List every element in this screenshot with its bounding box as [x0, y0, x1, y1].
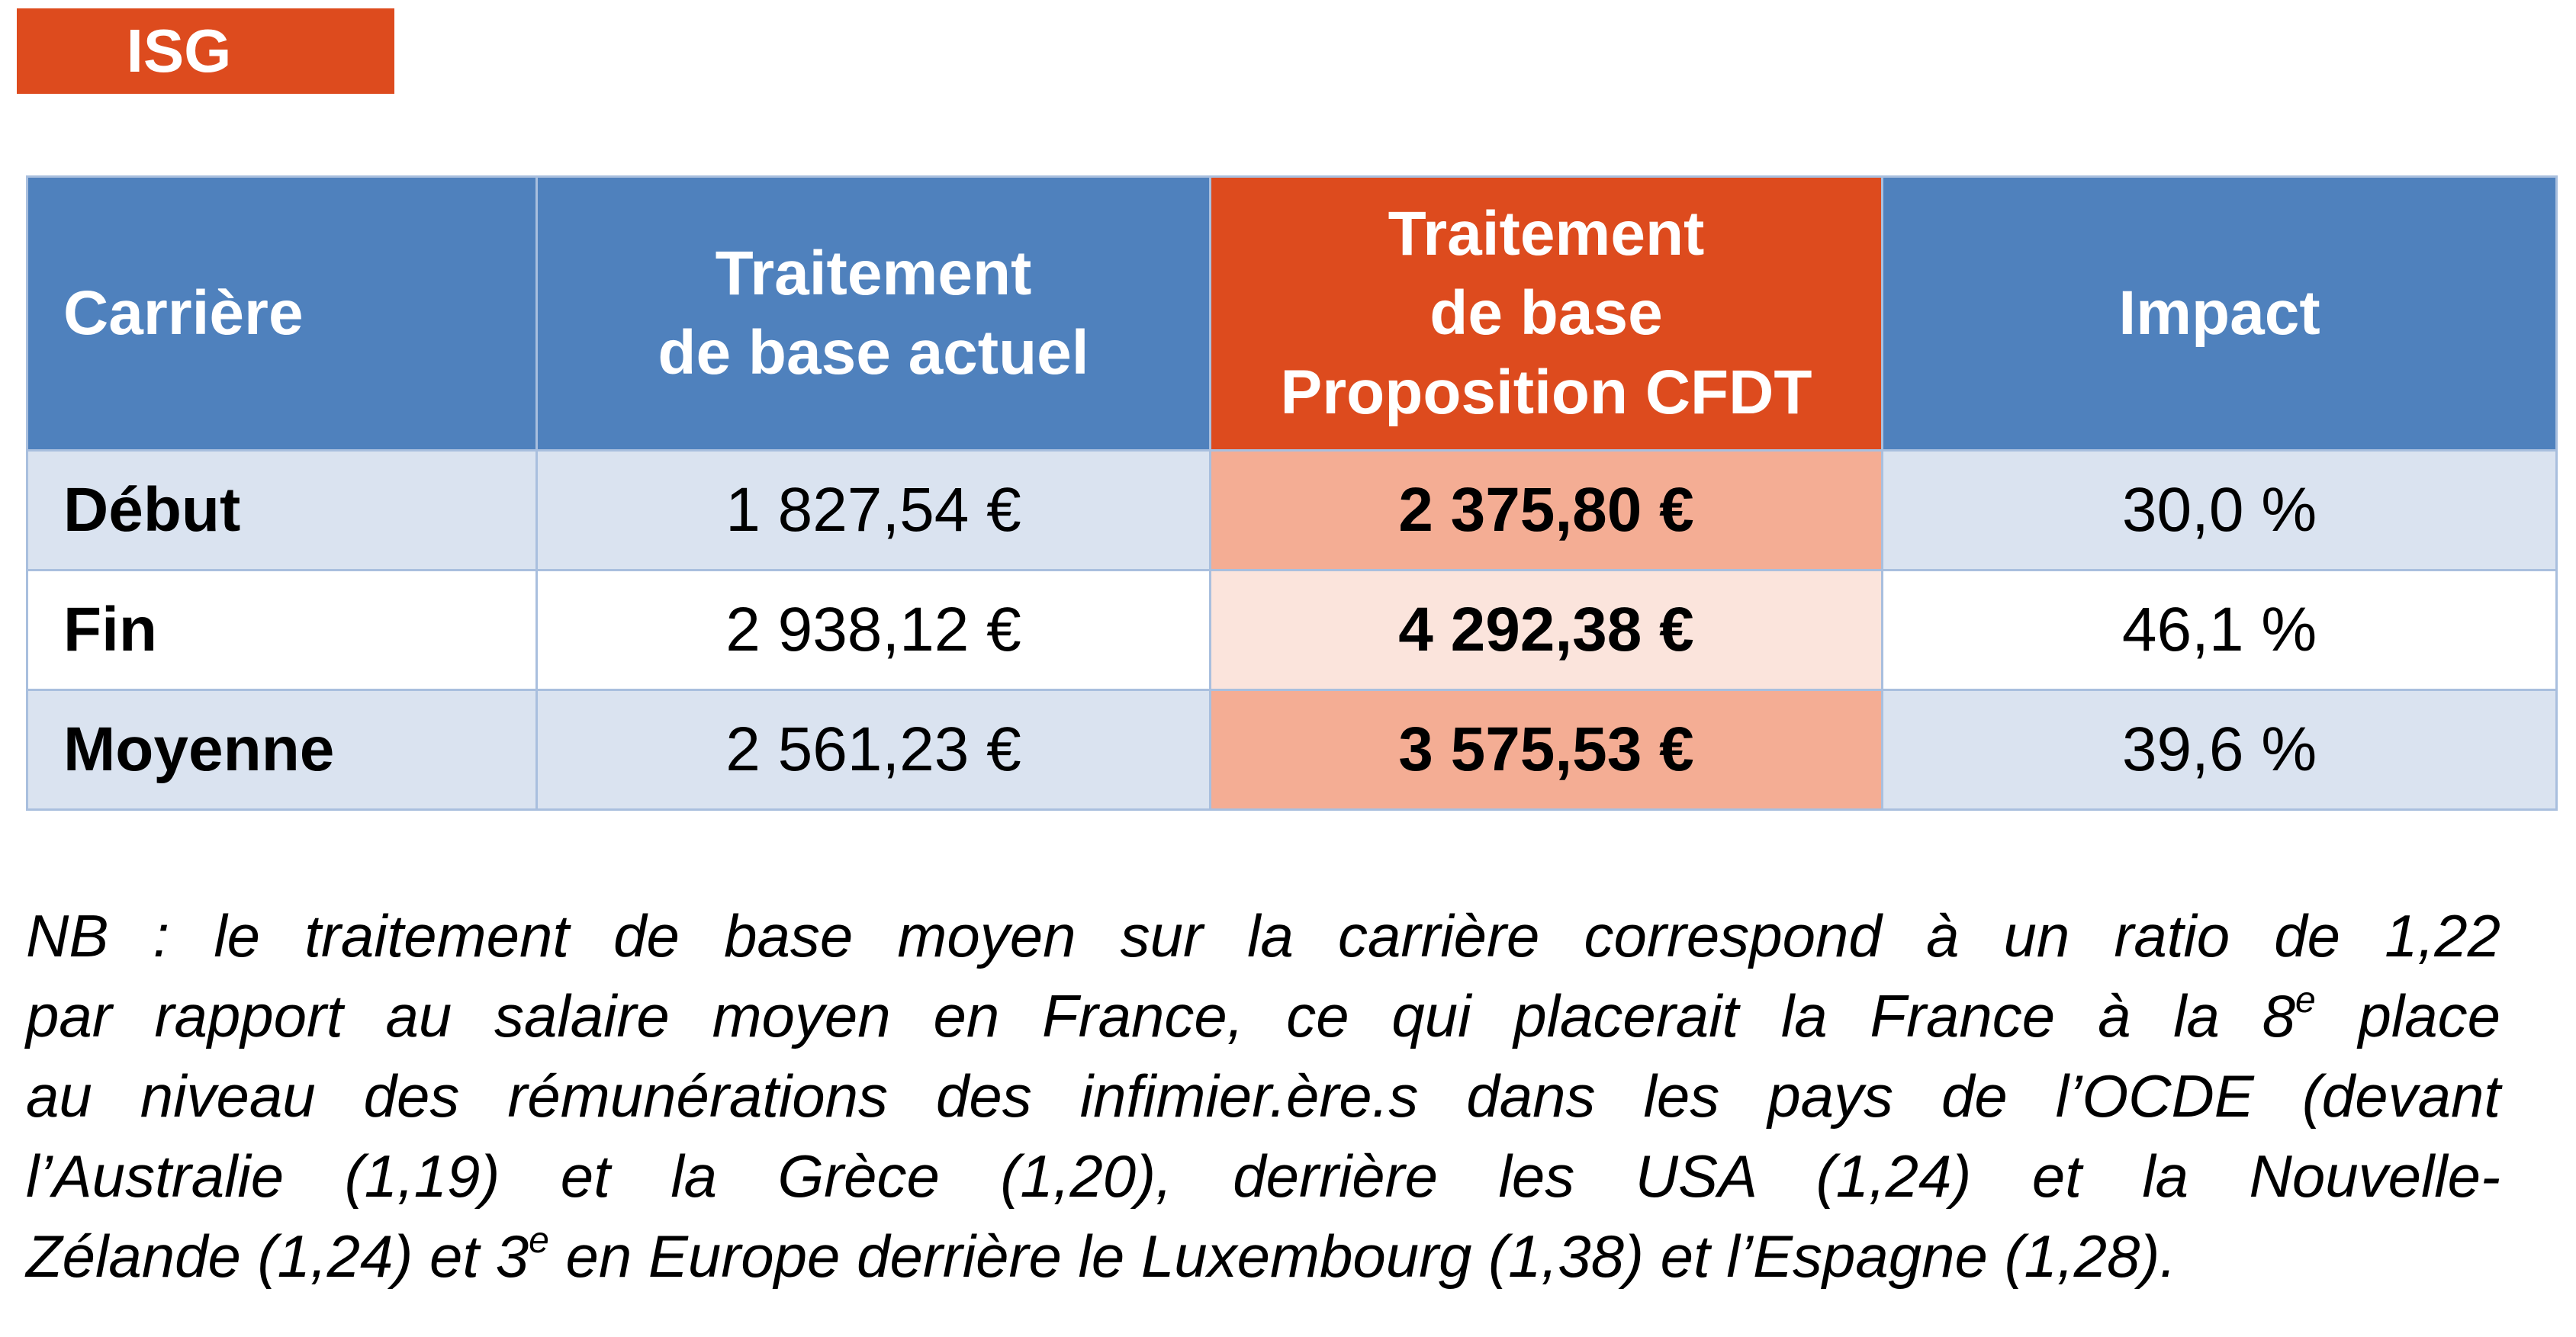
note-text: Zélande (1,24) et 3 [26, 1223, 529, 1290]
header-cell: Traitement de base actuel [535, 175, 1211, 452]
note-line: par rapport au salaire moyen en France, … [26, 976, 2500, 1056]
note-text: en Europe derrière le Luxembourg (1,38) … [548, 1223, 2177, 1290]
salary-table: Carrière Traitement de base actuel Trait… [26, 175, 2558, 811]
row: Moyenne 2 561,23 € 3 575,53 € 39,6 % [26, 689, 2558, 811]
note-line: Zélande (1,24) et 3e en Europe derrière … [26, 1216, 2500, 1297]
badge: ISG [17, 8, 394, 94]
cell: Fin [26, 569, 538, 691]
cell: 39,6 % [1881, 689, 2558, 811]
cell: 2 375,80 € [1209, 449, 1883, 571]
row: Fin 2 938,12 € 4 292,38 € 46,1 % [26, 569, 2558, 691]
header-cell: Carrière [26, 175, 538, 452]
cell: 4 292,38 € [1209, 569, 1883, 691]
note-line: au niveau des rémunérations des infimier… [26, 1062, 2500, 1130]
note-text: par rapport au salaire moyen en France, … [26, 982, 2296, 1049]
note: NB : le traitement de base moyen sur la … [26, 896, 2500, 1297]
header-cell: Impact [1881, 175, 2558, 452]
header-row: Carrière Traitement de base actuel Trait… [26, 175, 2558, 452]
note-line: l’Australie (1,19) et la Grèce (1,20), d… [26, 1143, 2500, 1210]
superscript: e [529, 1220, 549, 1261]
note-text: place [2315, 982, 2500, 1049]
cell: 1 827,54 € [535, 449, 1211, 571]
cell: Moyenne [26, 689, 538, 811]
cell: 3 575,53 € [1209, 689, 1883, 811]
cell: 46,1 % [1881, 569, 2558, 691]
cell: 2 561,23 € [535, 689, 1211, 811]
cell: 2 938,12 € [535, 569, 1211, 691]
header-cell: Traitement de base Proposition CFDT [1209, 175, 1883, 452]
note-line: NB : le traitement de base moyen sur la … [26, 902, 2500, 969]
cell: Début [26, 449, 538, 571]
row: Début 1 827,54 € 2 375,80 € 30,0 % [26, 449, 2558, 571]
cell: 30,0 % [1881, 449, 2558, 571]
superscript: e [2295, 980, 2316, 1020]
